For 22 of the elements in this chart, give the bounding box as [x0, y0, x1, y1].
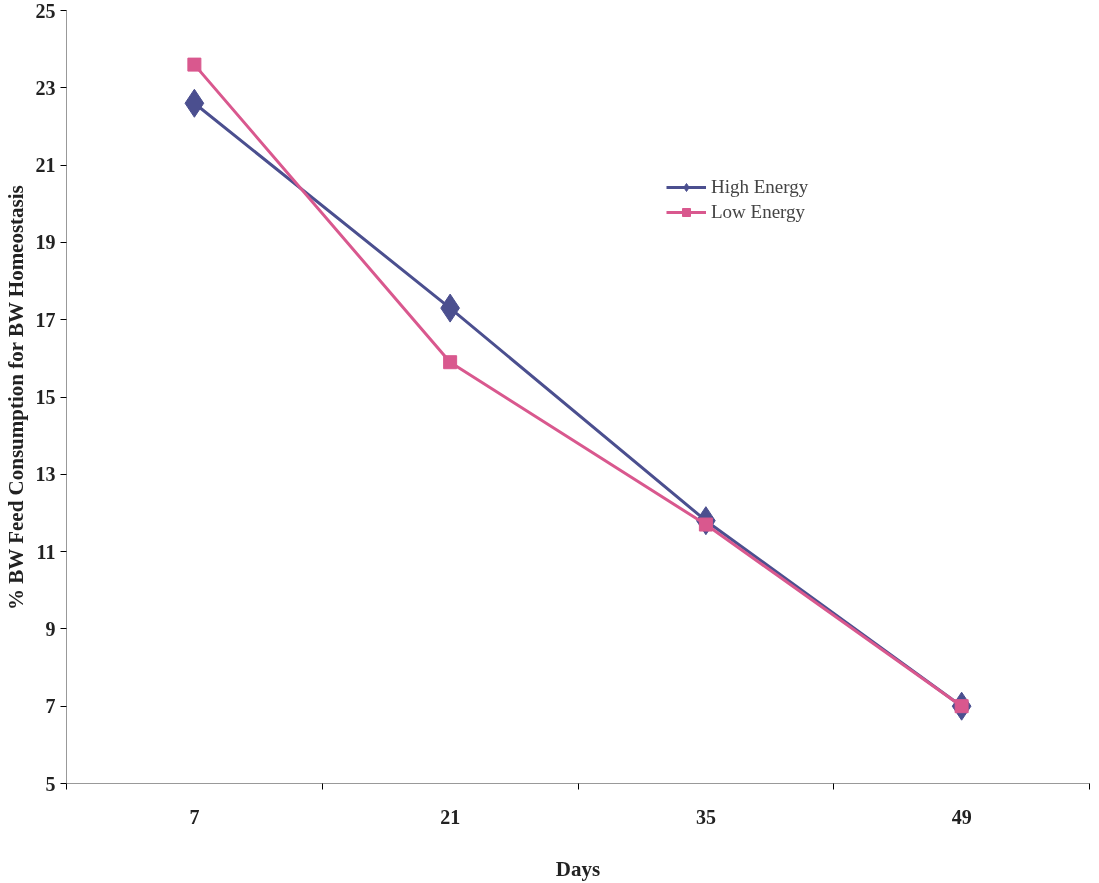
legend-label: Low Energy	[711, 201, 806, 223]
y-tick-label: 25	[35, 0, 56, 22]
point	[443, 355, 458, 370]
x-tick-label: 35	[695, 805, 716, 828]
x-tick-label: 21	[440, 805, 461, 828]
point	[187, 57, 202, 72]
y-axis-title: % BW Feed Consumption for BW Homeostasis	[3, 185, 28, 610]
x-axis-title: Days	[555, 856, 601, 881]
point	[184, 88, 205, 118]
y-tick-label: 15	[35, 386, 56, 408]
y-tick-label: 17	[35, 308, 56, 331]
y-tick-label: 11	[36, 540, 56, 563]
legend-label: High Energy	[711, 176, 809, 198]
y-tick-label: 21	[35, 154, 56, 177]
x-tick-label: 49	[951, 805, 972, 828]
y-tick-label: 23	[35, 76, 56, 99]
x-tick-label: 7	[189, 805, 200, 828]
y-tick-label: 9	[45, 617, 56, 640]
y-tick-label: 13	[35, 463, 56, 486]
y-tick-label: 7	[45, 695, 56, 718]
y-tick-label: 5	[45, 772, 56, 795]
y-tick-label: 19	[35, 231, 56, 254]
